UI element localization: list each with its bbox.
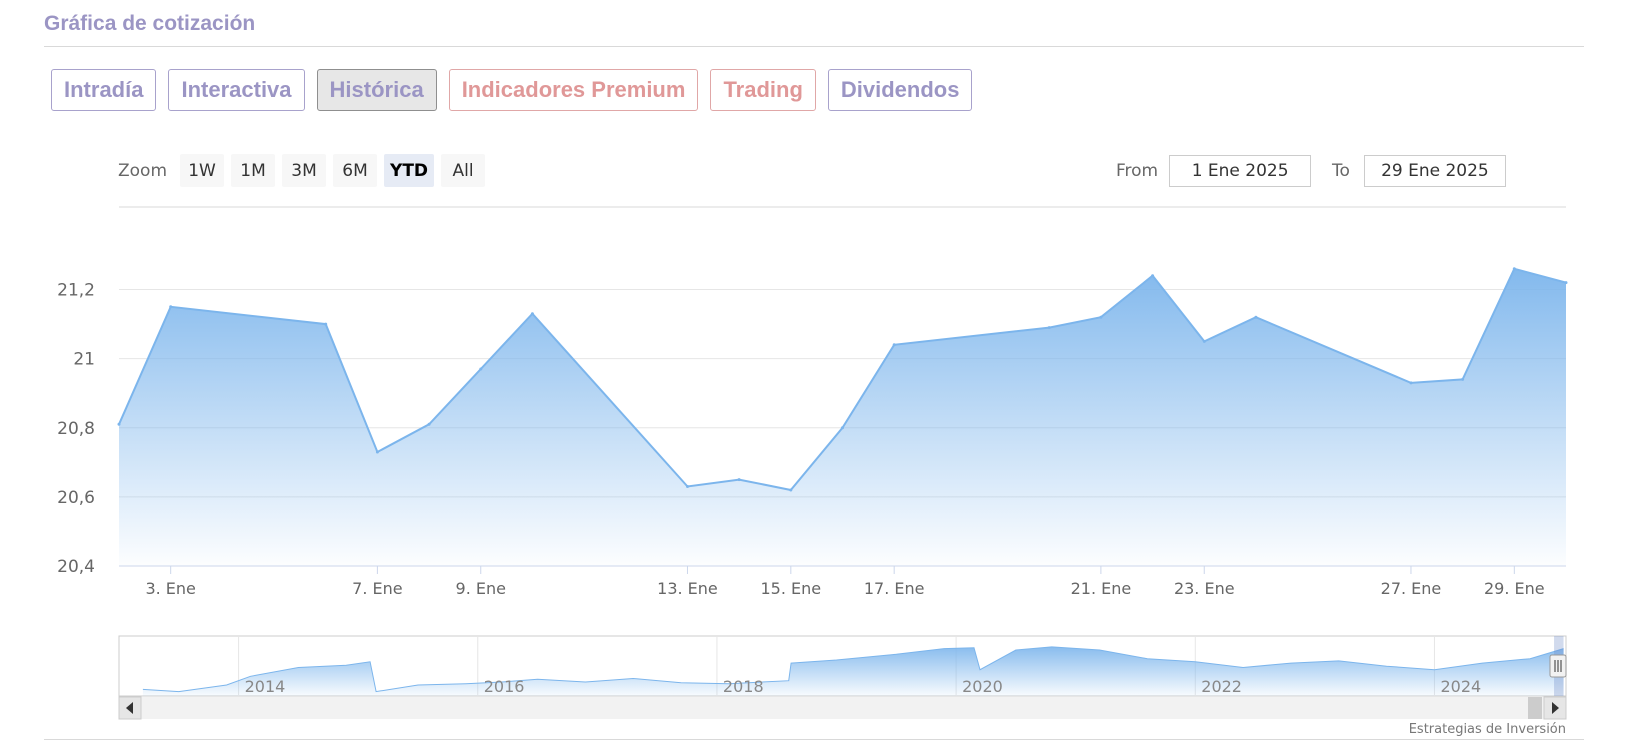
zoom-label: Zoom [118, 160, 168, 181]
price-area [119, 268, 1566, 566]
price-point [892, 343, 896, 347]
navigator-year-label: 2016 [484, 677, 525, 696]
tab-interactiva[interactable]: Interactiva [168, 69, 305, 111]
navigator-year-label: 2014 [245, 677, 286, 696]
price-point [789, 488, 793, 492]
y-tick-label: 21,2 [57, 281, 95, 301]
price-point [1202, 339, 1206, 343]
range-to: To 29 Ene 2025 [1332, 155, 1506, 187]
x-axis-labels: 3. Ene 7. Ene 9. Ene 13. Ene 15. Ene 17. Ene 2… [145, 566, 1545, 598]
from-date-input[interactable]: 1 Ene 2025 [1169, 155, 1312, 187]
y-axis-labels: 20,4 20,6 20,8 21 21,2 [57, 281, 95, 577]
footer-divider [44, 739, 1584, 740]
range-from: From 1 Ene 2025 [1116, 155, 1312, 187]
price-point [841, 426, 844, 430]
price-point [375, 450, 379, 454]
y-tick-label: 20,4 [57, 557, 95, 577]
price-point [530, 312, 534, 316]
price-point [169, 305, 173, 309]
title-divider [44, 46, 1584, 47]
x-tick-label: 7. Ene [352, 579, 402, 598]
navigator-window[interactable] [1549, 636, 1567, 696]
x-tick-label: 21. Ene [1071, 579, 1132, 598]
price-point [1512, 267, 1516, 271]
navigator-series [142, 646, 1564, 696]
price-point [1151, 274, 1155, 278]
tab-indicadores-premium[interactable]: Indicadores Premium [448, 69, 699, 111]
navigator-year-label: 2022 [1201, 677, 1242, 696]
scrollbar-thumb[interactable] [1528, 697, 1542, 719]
tab-historica[interactable]: Histórica [316, 69, 437, 111]
price-point [117, 422, 121, 426]
zoom-all-button[interactable]: All [441, 154, 486, 187]
to-label: To [1332, 161, 1350, 181]
scrollbar-track[interactable] [119, 697, 1566, 719]
tab-trading[interactable]: Trading [710, 69, 816, 111]
y-tick-label: 21 [73, 350, 95, 370]
navigator[interactable]: 2014 2016 2018 2020 2022 2024 [118, 635, 1567, 697]
zoom-1w-button[interactable]: 1W [180, 154, 225, 187]
zoom-ytd-button[interactable]: YTD [384, 154, 435, 187]
chart-credits: Estrategias de Inversión [1409, 722, 1566, 737]
zoom-6m-button[interactable]: 6M [333, 154, 378, 187]
navigator-year-label: 2024 [1440, 677, 1481, 696]
price-point [1409, 381, 1413, 385]
zoom-3m-button[interactable]: 3M [282, 154, 327, 187]
zoom-selector: Zoom 1W 1M 3M 6M YTD All [118, 154, 486, 187]
price-point [324, 322, 328, 326]
x-tick-label: 27. Ene [1381, 579, 1442, 598]
x-tick-label: 13. Ene [657, 579, 718, 598]
price-point [1254, 315, 1258, 319]
price-point [1461, 377, 1465, 381]
arrow-right-icon [1552, 702, 1559, 714]
x-tick-label: 15. Ene [761, 579, 822, 598]
navigator-year-label: 2018 [723, 677, 764, 696]
price-point [737, 478, 741, 482]
price-point [1564, 281, 1568, 285]
x-tick-label: 9. Ene [456, 579, 506, 598]
price-series [117, 267, 1568, 566]
price-point [686, 485, 689, 488]
page-title: Gráfica de cotización [44, 12, 256, 35]
chart-tabs: Intradía Interactiva Histórica Indicador… [51, 69, 973, 111]
navigator-year-label: 2020 [962, 677, 1003, 696]
tab-dividendos[interactable]: Dividendos [827, 69, 973, 111]
navigator-scrollbar[interactable] [118, 696, 1567, 720]
navigator-year-labels: 2014 2016 2018 2020 2022 2024 [245, 677, 1482, 696]
tab-intradia[interactable]: Intradía [51, 69, 157, 111]
arrow-left-icon [126, 702, 133, 714]
price-point [479, 367, 483, 371]
x-tick-label: 29. Ene [1484, 579, 1545, 598]
price-point [427, 422, 431, 426]
from-label: From [1116, 161, 1159, 181]
x-tick-label: 23. Ene [1174, 579, 1235, 598]
y-tick-label: 20,6 [57, 488, 95, 508]
navigator-area [142, 646, 1564, 696]
price-point [1099, 315, 1103, 319]
y-tick-label: 20,8 [57, 419, 95, 439]
price-point [1047, 326, 1051, 330]
navigator-line [142, 646, 1564, 693]
x-tick-label: 3. Ene [145, 579, 195, 598]
x-tick-label: 17. Ene [864, 579, 925, 598]
zoom-1m-button[interactable]: 1M [231, 154, 276, 187]
to-date-input[interactable]: 29 Ene 2025 [1363, 155, 1506, 187]
